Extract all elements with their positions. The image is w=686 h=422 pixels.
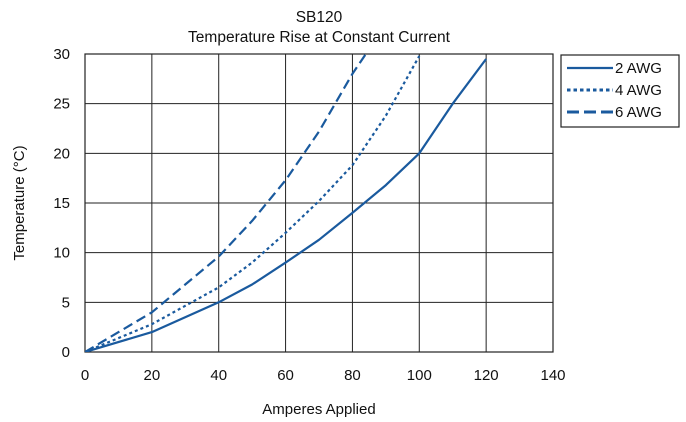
y-tick-label: 25 [53,96,70,113]
x-tick-label: 0 [81,367,89,384]
series-line-4-awg [85,55,421,352]
chart-subtitle: Temperature Rise at Constant Current [188,29,451,46]
legend: 2 AWG 4 AWG 6 AWG [560,54,680,128]
tick-labels: 0 20 40 60 80 100 120 140 0 5 10 15 20 25 30 [53,46,565,384]
x-tick-label: 60 [277,367,294,384]
y-tick-label: 20 [53,145,70,162]
y-tick-label: 15 [53,195,70,212]
legend-label: 2 AWG [615,60,662,77]
y-axis-label: Temperature (°C) [11,145,28,260]
x-tick-label: 100 [407,367,432,384]
legend-label: 4 AWG [615,82,662,99]
x-tick-label: 20 [144,367,161,384]
y-tick-label: 0 [62,344,70,361]
series-line-2-awg [85,58,487,352]
x-tick-label: 120 [474,367,499,384]
series-lines [85,53,487,352]
series-line-6-awg [85,53,367,352]
x-axis-label: Amperes Applied [262,401,375,418]
legend-label: 6 AWG [615,104,662,121]
y-tick-label: 10 [53,245,70,262]
chart-title: SB120 [296,9,343,26]
grid [84,53,554,353]
y-tick-label: 30 [53,46,70,63]
x-tick-label: 40 [210,367,227,384]
x-tick-label: 140 [540,367,565,384]
x-tick-label: 80 [344,367,361,384]
y-tick-label: 5 [62,294,70,311]
